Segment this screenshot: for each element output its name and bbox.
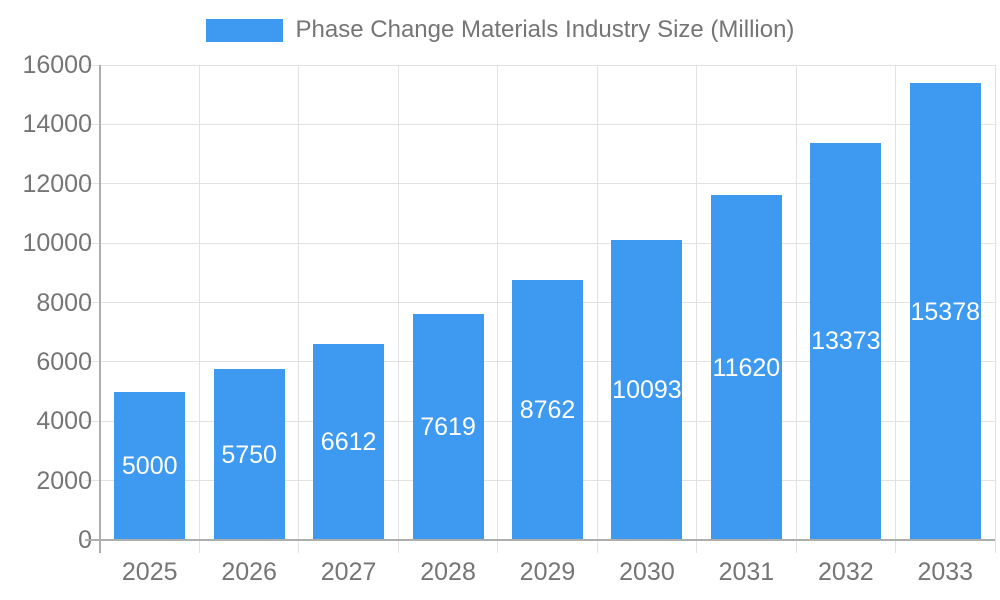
bar-value-label: 15378 bbox=[910, 297, 981, 326]
bar bbox=[710, 195, 782, 540]
y-gridline bbox=[85, 242, 995, 244]
bar-value-label: 11620 bbox=[712, 353, 781, 382]
bar bbox=[611, 240, 683, 540]
bar bbox=[412, 313, 484, 540]
x-gridline bbox=[397, 65, 399, 553]
x-tick-label: 2031 bbox=[718, 558, 775, 586]
bar-value-label: 7619 bbox=[420, 412, 476, 441]
legend-label: Phase Change Materials Industry Size (Mi… bbox=[295, 16, 795, 43]
x-gridline bbox=[596, 65, 598, 553]
bar-value-label: 10093 bbox=[612, 376, 682, 405]
y-tick-label: 0 bbox=[0, 524, 92, 556]
bar bbox=[810, 142, 882, 540]
y-tick-label: 16000 bbox=[22, 51, 92, 79]
legend: Phase Change Materials Industry Size (Mi… bbox=[0, 16, 1000, 44]
y-gridline bbox=[85, 64, 995, 66]
x-gridline bbox=[795, 65, 797, 553]
x-tick-label: 2032 bbox=[818, 558, 874, 586]
x-tick-label: 2033 bbox=[917, 558, 974, 586]
x-tick-label: 2027 bbox=[320, 558, 377, 586]
x-tick-label: 2030 bbox=[619, 558, 675, 586]
x-gridline bbox=[497, 65, 499, 553]
bar bbox=[512, 279, 583, 540]
y-tick-label: 4000 bbox=[36, 407, 92, 436]
bar bbox=[213, 369, 285, 540]
bar bbox=[909, 83, 981, 540]
y-axis-line bbox=[99, 65, 101, 553]
legend-swatch-icon bbox=[205, 18, 283, 42]
bar-value-label: 6612 bbox=[320, 427, 377, 456]
y-tick-label: 12000 bbox=[22, 169, 92, 198]
x-gridline bbox=[696, 65, 698, 553]
y-tick-label: 6000 bbox=[36, 347, 92, 376]
x-tick-label: 2029 bbox=[519, 558, 576, 586]
x-tick-label: 2028 bbox=[420, 558, 476, 586]
y-tick-label: 8000 bbox=[36, 288, 92, 317]
y-gridline bbox=[85, 123, 995, 125]
x-gridline bbox=[198, 65, 200, 553]
bar bbox=[114, 391, 186, 540]
y-tick-label: 14000 bbox=[22, 110, 92, 139]
bar-value-label: 5750 bbox=[221, 440, 277, 469]
x-gridline bbox=[994, 65, 996, 553]
x-tick-label: 2026 bbox=[221, 558, 277, 586]
x-tick-label: 2025 bbox=[121, 558, 178, 586]
y-tick-label: 10000 bbox=[22, 229, 92, 258]
y-tick-label: 2000 bbox=[36, 466, 92, 495]
bar-value-label: 5000 bbox=[121, 451, 178, 480]
x-gridline bbox=[895, 65, 897, 553]
x-gridline bbox=[298, 65, 300, 553]
x-axis-line bbox=[85, 539, 995, 541]
bar-value-label: 8762 bbox=[519, 395, 576, 424]
bar-value-label: 13373 bbox=[811, 327, 881, 356]
y-gridline bbox=[85, 183, 995, 185]
bar bbox=[313, 343, 385, 540]
